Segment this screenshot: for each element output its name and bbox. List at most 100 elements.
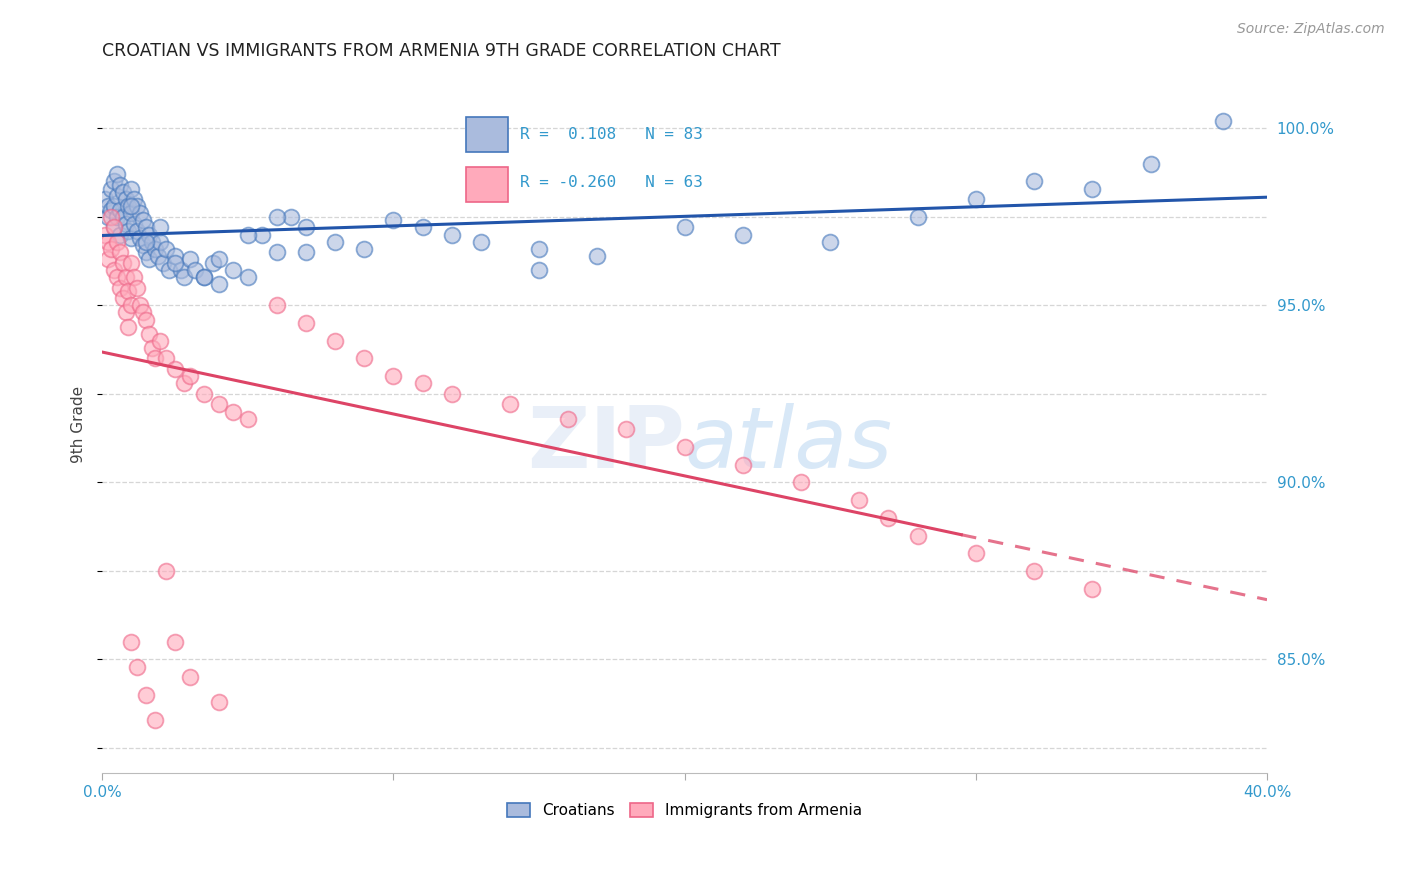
Point [323,235,346,249]
Point [1212,114,1234,128]
Point [280,210,302,224]
Point [100,181,122,195]
Point [108,227,131,242]
Point [141,341,163,355]
Point [149,235,172,249]
Point [266,210,288,224]
Point [965,546,987,560]
Point [100,202,122,217]
Point [155,351,177,366]
Point [120,634,142,648]
Point [117,224,139,238]
Point [818,235,841,249]
Point [146,249,169,263]
Point [848,493,870,508]
Point [108,280,131,294]
Point [1139,157,1161,171]
Point [129,206,152,220]
Point [120,231,142,245]
Point [152,256,174,270]
Point [120,199,142,213]
Point [208,695,231,709]
Text: atlas: atlas [685,403,893,486]
Point [103,199,125,213]
Point [138,227,160,242]
Point [155,564,177,578]
Point [135,235,157,249]
Point [907,528,929,542]
Point [103,220,125,235]
Point [731,227,754,242]
Point [1081,181,1104,195]
Point [122,217,145,231]
Point [965,192,987,206]
Point [382,369,405,384]
Point [143,351,166,366]
Point [193,387,215,401]
Text: ZIP: ZIP [527,403,685,486]
Point [138,252,160,267]
Point [236,270,259,285]
Point [111,185,134,199]
Point [132,238,155,252]
Point [97,235,120,249]
Point [111,256,134,270]
Point [103,263,125,277]
Point [108,245,131,260]
Point [163,634,186,648]
Point [117,319,139,334]
Point [266,245,288,260]
Point [1022,174,1045,188]
Point [114,192,136,206]
Point [222,404,245,418]
Point [105,167,128,181]
Point [105,235,128,249]
Point [117,199,139,213]
Point [208,252,231,267]
Point [179,369,201,384]
Point [114,217,136,231]
Point [135,312,157,326]
Point [117,284,139,298]
Point [132,305,155,319]
Point [103,174,125,188]
Point [222,263,245,277]
Point [252,227,274,242]
Point [122,270,145,285]
Point [94,227,117,242]
Point [1022,564,1045,578]
Point [877,510,900,524]
Point [323,334,346,348]
Point [163,249,186,263]
Point [122,192,145,206]
Point [141,235,163,249]
Point [353,242,375,256]
Point [103,220,125,235]
Point [135,688,157,702]
Point [907,210,929,224]
Point [105,210,128,224]
Point [143,713,166,727]
Point [557,411,579,425]
Point [120,256,142,270]
Point [208,397,231,411]
Point [111,291,134,305]
Point [179,252,201,267]
Point [108,202,131,217]
Point [157,263,180,277]
Point [673,220,696,235]
Point [173,376,195,391]
Point [295,316,318,330]
Point [100,242,122,256]
Point [127,659,149,673]
Point [236,227,259,242]
Point [114,270,136,285]
Point [193,270,215,285]
Point [440,387,463,401]
Point [163,256,186,270]
Point [135,245,157,260]
Point [114,305,136,319]
Point [170,263,193,277]
Point [295,245,318,260]
Point [100,210,122,224]
